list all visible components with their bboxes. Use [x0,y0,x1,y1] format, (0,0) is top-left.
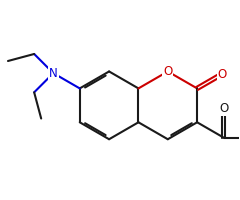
Text: N: N [49,67,58,80]
Text: O: O [219,102,228,115]
Text: O: O [163,65,172,78]
Text: O: O [217,68,227,81]
